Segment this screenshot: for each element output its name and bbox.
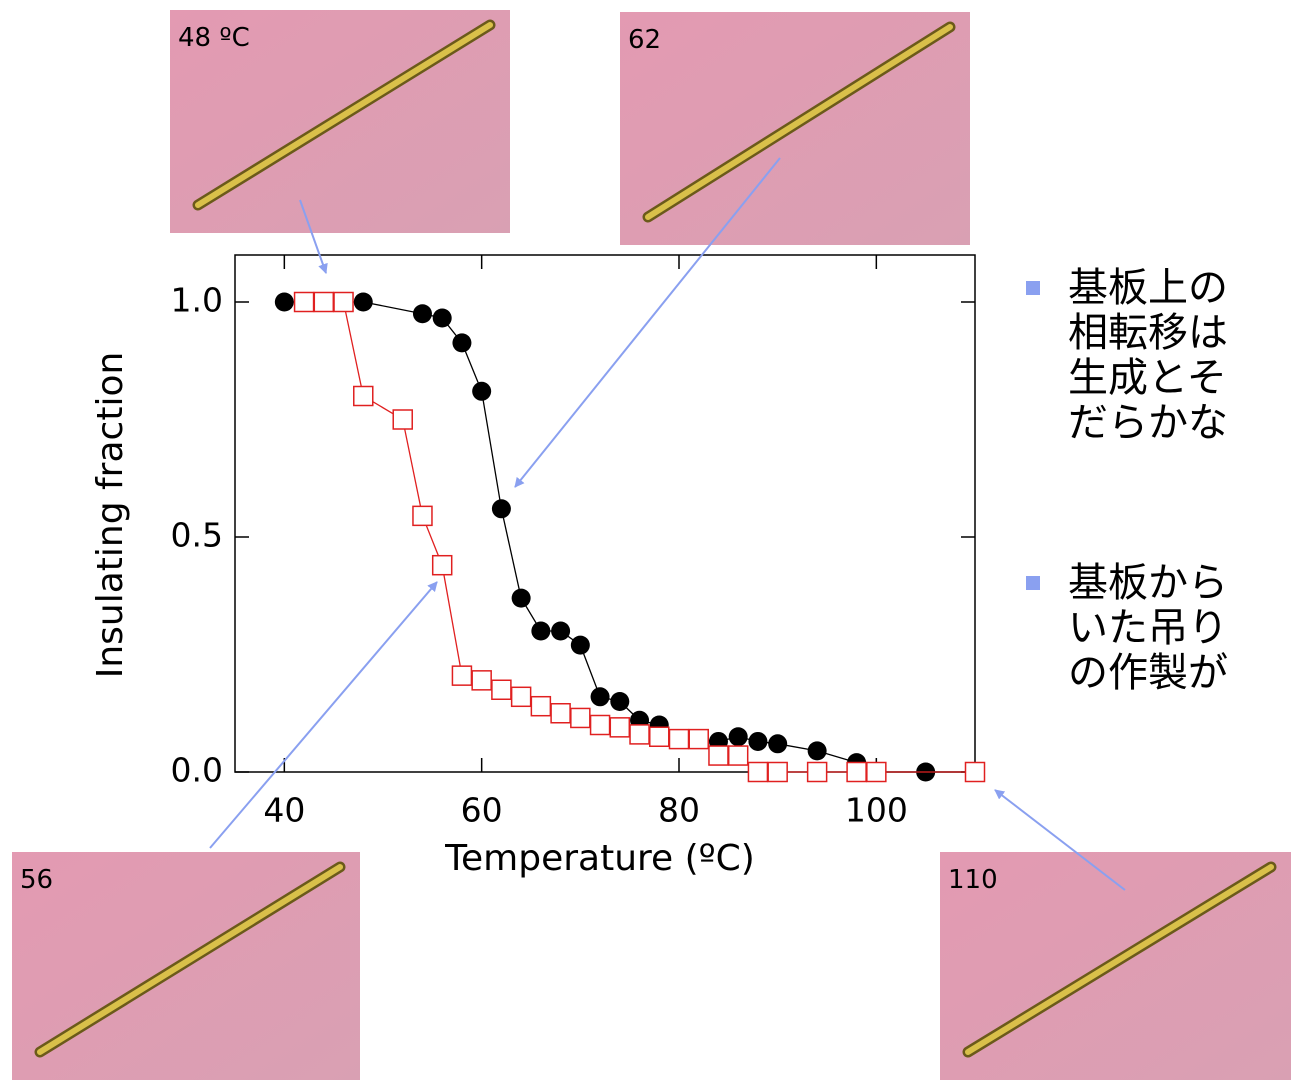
data-point <box>551 622 570 641</box>
inset-label: 62 <box>628 25 661 55</box>
data-point <box>413 304 432 323</box>
series-line <box>304 302 975 772</box>
data-point <box>393 410 412 429</box>
data-point <box>670 730 689 749</box>
data-point <box>295 293 314 312</box>
data-point <box>729 746 748 765</box>
data-point <box>314 293 333 312</box>
y-tick-label: 0.0 <box>171 751 223 790</box>
bullet <box>1026 281 1040 295</box>
data-point <box>709 746 728 765</box>
data-point <box>492 499 511 518</box>
slide: Temperature (ºC) Insulating fraction 40 6… <box>0 0 1291 1082</box>
y-tick-label: 0.5 <box>171 516 223 555</box>
inset-label: 110 <box>948 865 998 895</box>
data-point <box>452 333 471 352</box>
data-point <box>433 556 452 575</box>
page: Temperature (ºC) Insulating fraction 40 6… <box>0 0 1291 1082</box>
data-point <box>531 622 550 641</box>
x-tick-label: 40 <box>263 791 305 830</box>
x-tick-label: 100 <box>845 791 908 830</box>
data-point <box>354 387 373 406</box>
note-text: 基板上の <box>1068 265 1228 311</box>
data-point <box>433 308 452 327</box>
x-tick-label: 80 <box>658 791 700 830</box>
data-point <box>847 763 866 782</box>
x-tick-label: 60 <box>461 791 503 830</box>
data-point <box>630 725 649 744</box>
data-point <box>808 741 827 760</box>
data-point <box>867 763 886 782</box>
data-point <box>472 382 491 401</box>
data-point <box>650 727 669 746</box>
data-point <box>729 727 748 746</box>
inset-label: 56 <box>20 865 53 895</box>
y-axis-label: Insulating fraction <box>90 352 131 679</box>
data-point <box>748 763 767 782</box>
data-point <box>610 718 629 737</box>
inset-image: 48 ºC <box>170 10 510 233</box>
bullet <box>1026 576 1040 590</box>
data-point <box>768 763 787 782</box>
inset-label: 48 ºC <box>178 23 250 53</box>
inset-image: 62 <box>620 12 970 245</box>
data-point <box>531 697 550 716</box>
data-point <box>512 589 531 608</box>
data-point <box>591 716 610 735</box>
data-point <box>689 730 708 749</box>
note-text: 相転移は <box>1068 310 1228 356</box>
note-text: いた吊り <box>1068 605 1228 651</box>
data-point <box>275 293 294 312</box>
data-point <box>413 506 432 525</box>
data-point <box>571 636 590 655</box>
data-point <box>512 687 531 706</box>
note-text: 基板から <box>1068 560 1228 606</box>
note-text: の作製が <box>1068 650 1228 696</box>
x-axis-label: Temperature (ºC) <box>444 838 755 879</box>
data-point <box>334 293 353 312</box>
pointer-arrow <box>210 582 437 848</box>
data-point <box>571 708 590 727</box>
note-text: 生成とそ <box>1068 355 1227 401</box>
data-point <box>452 666 471 685</box>
data-point <box>768 734 787 753</box>
series-line <box>284 302 975 772</box>
data-point <box>551 704 570 723</box>
data-point <box>808 763 827 782</box>
y-tick-label: 1.0 <box>171 281 223 320</box>
inset-image: 56 <box>12 852 360 1080</box>
data-point <box>591 687 610 706</box>
data-point <box>354 293 373 312</box>
inset-image: 110 <box>940 852 1291 1080</box>
data-point <box>610 692 629 711</box>
data-point <box>748 732 767 751</box>
note-text: だらかな <box>1068 400 1228 446</box>
data-point <box>472 671 491 690</box>
data-point <box>492 680 511 699</box>
data-point <box>966 763 985 782</box>
